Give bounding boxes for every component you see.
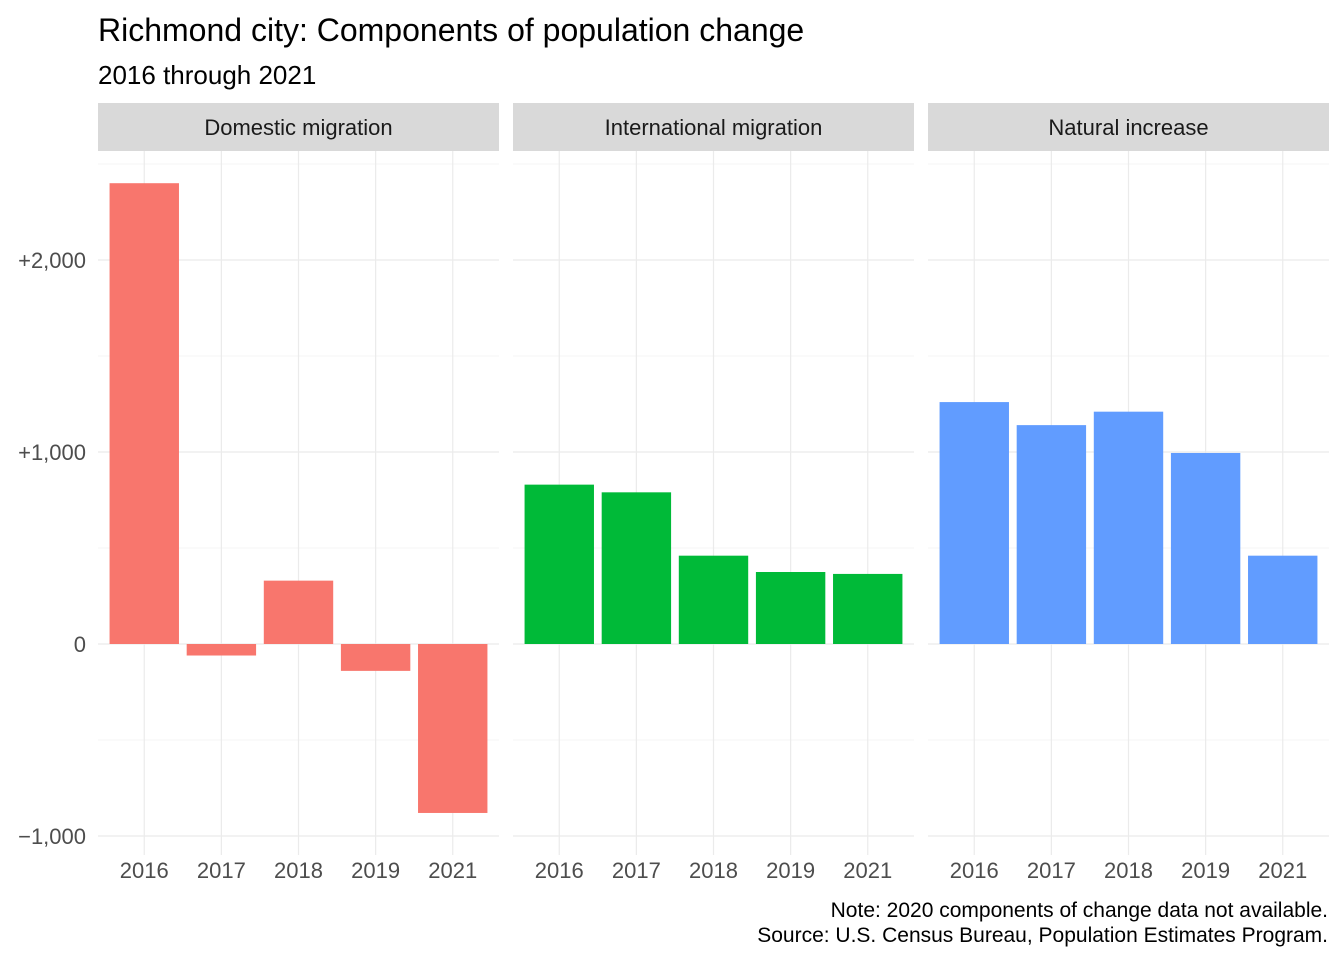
bar — [601, 492, 672, 644]
bar — [1016, 425, 1087, 644]
facet-strip-label: International migration — [605, 115, 823, 140]
y-axis: −1,000 0 +1,000 +2,000 — [18, 248, 86, 849]
x-tick-label: 2019 — [1181, 858, 1230, 883]
facet-panel: Domestic migration 2016 2017 2018 2019 2021 — [98, 103, 499, 883]
bar — [524, 484, 594, 644]
facet-panel: Natural increase 2016 2017 2018 2019 2021 — [928, 103, 1329, 883]
facet-strip — [513, 103, 914, 151]
bar — [1170, 452, 1241, 644]
x-tick-label: 2021 — [1258, 858, 1307, 883]
facet-strip — [928, 103, 1329, 151]
x-tick-label: 2017 — [197, 858, 246, 883]
facet-strip-label: Domestic migration — [204, 115, 392, 140]
chart-note: Note: 2020 components of change data not… — [831, 899, 1328, 922]
y-tick-label: −1,000 — [18, 824, 86, 849]
bar — [186, 644, 257, 656]
facet-panel: International migration 2016 2017 2018 2019 2… — [513, 103, 914, 883]
bar — [939, 402, 1009, 644]
bar — [109, 183, 179, 644]
x-tick-label: 2019 — [351, 858, 400, 883]
y-tick-label: +1,000 — [18, 440, 86, 465]
y-tick-label: 0 — [74, 632, 86, 657]
facet-strip-label: Natural increase — [1048, 115, 1208, 140]
x-tick-label: 2016 — [535, 858, 584, 883]
chart-title: Richmond city: Components of population … — [98, 12, 804, 48]
bar — [263, 580, 334, 644]
x-tick-label: 2016 — [120, 858, 169, 883]
x-tick-label: 2017 — [612, 858, 661, 883]
y-tick-label: +2,000 — [18, 248, 86, 273]
x-tick-label: 2017 — [1027, 858, 1076, 883]
x-tick-label: 2016 — [950, 858, 999, 883]
bar — [678, 555, 749, 644]
x-tick-label: 2021 — [428, 858, 477, 883]
x-tick-label: 2018 — [1104, 858, 1153, 883]
chart-subtitle: 2016 through 2021 — [98, 60, 316, 90]
bar — [755, 572, 826, 644]
facet-strip — [98, 103, 499, 151]
x-tick-label: 2018 — [689, 858, 738, 883]
bar — [340, 644, 411, 671]
bar — [833, 573, 903, 644]
bar — [1093, 411, 1164, 644]
chart-source: Source: U.S. Census Bureau, Population E… — [757, 924, 1328, 947]
x-tick-label: 2018 — [274, 858, 323, 883]
bar — [1248, 555, 1318, 644]
x-tick-label: 2019 — [766, 858, 815, 883]
bar — [418, 644, 488, 813]
x-tick-label: 2021 — [843, 858, 892, 883]
